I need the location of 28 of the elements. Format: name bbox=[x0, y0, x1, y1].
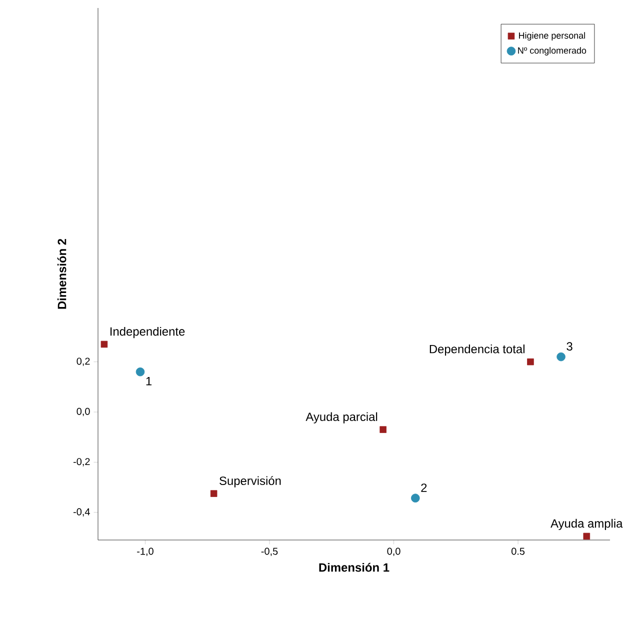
legend-label: Nº conglomerado bbox=[518, 47, 586, 56]
x-tick-label: 0.5 bbox=[512, 548, 525, 555]
annotation: 1 bbox=[146, 377, 152, 386]
point bbox=[583, 532, 590, 540]
legend-label: Higiene personal bbox=[519, 32, 585, 40]
point bbox=[380, 426, 386, 433]
point bbox=[556, 352, 566, 362]
y-axis-title: Dimensión 2 bbox=[57, 238, 66, 309]
y-tick-label: 0,2 bbox=[76, 358, 90, 366]
x-tick-label: -0,5 bbox=[261, 548, 278, 556]
point bbox=[210, 490, 218, 497]
annotation: 2 bbox=[421, 484, 427, 492]
x-tick-label: -1,0 bbox=[137, 548, 154, 556]
annotation: 3 bbox=[566, 342, 572, 351]
annotation: Ayuda amplia bbox=[550, 518, 623, 530]
y-tick-label: -0,2 bbox=[74, 458, 90, 466]
point bbox=[527, 358, 534, 366]
point bbox=[411, 494, 420, 502]
y-tick-label: -0,4 bbox=[74, 508, 90, 517]
x-tick-label: 0,0 bbox=[387, 548, 400, 556]
annotation: Independiente bbox=[110, 326, 185, 338]
annotation: Supervisión bbox=[220, 476, 281, 488]
x-axis-title: Dimensión 1 bbox=[319, 562, 390, 572]
point bbox=[136, 367, 145, 376]
annotation: Ayuda parcial bbox=[306, 412, 378, 424]
y-tick-label: 0,0 bbox=[76, 408, 90, 416]
point bbox=[100, 340, 108, 348]
annotation: Dependencia total bbox=[430, 344, 524, 356]
